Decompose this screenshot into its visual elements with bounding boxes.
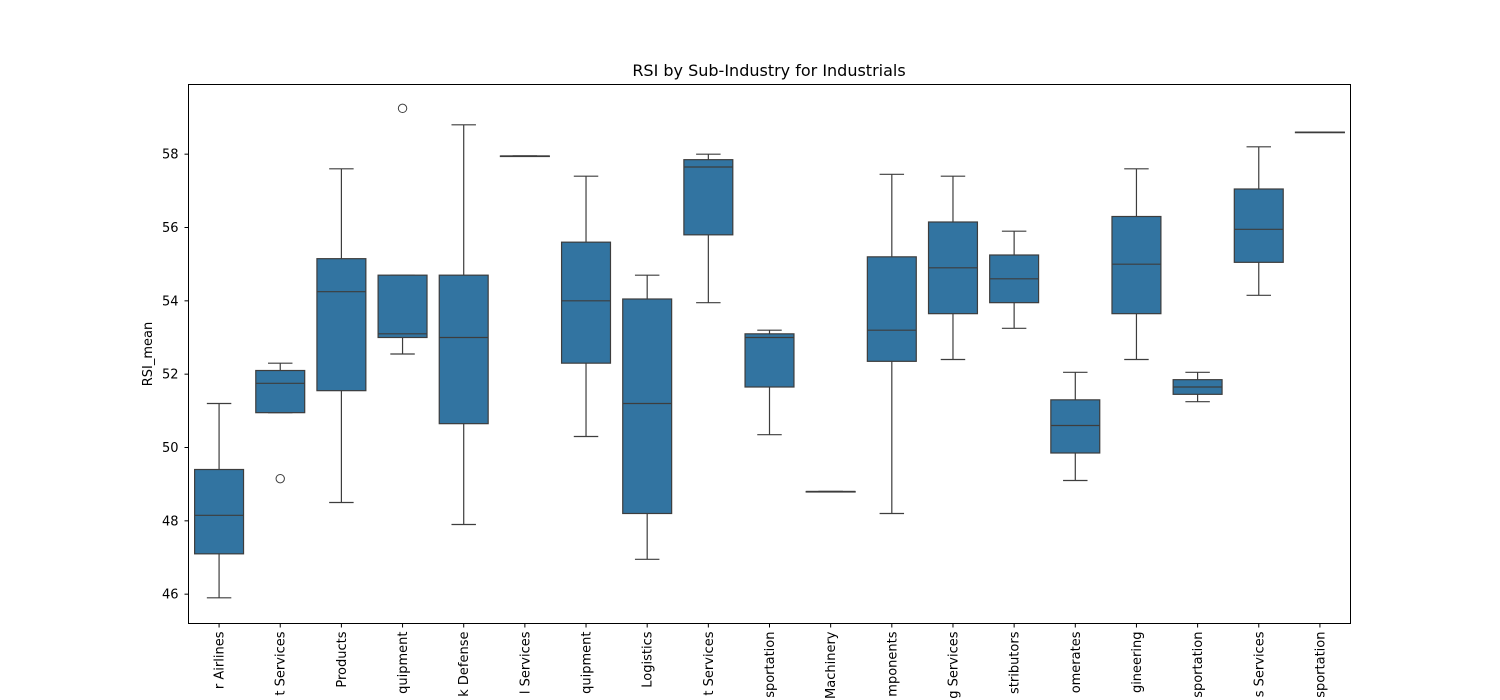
x-tick-label: Products (335, 631, 350, 687)
outlier-point (397, 103, 408, 114)
box-12 (866, 173, 917, 515)
box-13 (927, 175, 979, 361)
x-tick-label: r Airlines (213, 631, 228, 689)
box-17 (1172, 371, 1223, 403)
iqr-box (316, 258, 367, 392)
iqr-box (438, 274, 489, 425)
y-tick-label: 50 (162, 441, 179, 456)
x-tick-label: g Services (946, 631, 961, 698)
y-tick-label: 48 (162, 514, 179, 529)
box-19 (1294, 131, 1345, 134)
iqr-box (622, 298, 673, 515)
iqr-box (744, 333, 795, 388)
box-16 (1111, 168, 1162, 361)
y-tick-label: 56 (162, 221, 179, 236)
iqr-box (683, 159, 734, 236)
iqr-box (194, 468, 245, 555)
x-tick-label: quipment (396, 632, 411, 694)
x-tick-label: quipment (580, 632, 595, 694)
iqr-box (1233, 188, 1284, 263)
x-tick-label: sportation (763, 632, 778, 698)
box-7 (560, 175, 612, 438)
box-1 (194, 402, 245, 599)
iqr-box (1050, 399, 1101, 454)
box-10 (744, 329, 795, 436)
box-8 (622, 274, 673, 560)
y-tick-label: 58 (162, 148, 179, 163)
x-tick-label: Machinery (824, 631, 839, 699)
iqr-box (255, 369, 306, 414)
box-15 (1050, 371, 1101, 482)
x-axis: r Airlines t Services Products quipment k De… (213, 623, 1328, 699)
box-6 (499, 155, 550, 158)
x-tick-label: k Defense (457, 632, 472, 697)
y-tick-label: 46 (162, 588, 179, 603)
y-tick-label: 54 (162, 294, 179, 309)
x-tick-label: t Services (274, 631, 289, 695)
x-tick-label: Logistics (641, 631, 656, 687)
chart-title: RSI by Sub-Industry for Industrials (632, 61, 905, 80)
x-tick-label: gineering (1130, 632, 1145, 694)
x-tick-label: sportation (1191, 632, 1206, 698)
iqr-box (377, 274, 428, 339)
x-tick-label: sportation (1313, 632, 1328, 698)
iqr-box (866, 256, 917, 362)
boxes-group (194, 103, 1345, 599)
x-tick-label: omerates (1069, 631, 1084, 693)
x-tick-label: mponents (885, 631, 900, 696)
y-tick-label: 52 (162, 368, 179, 383)
box-2 (255, 362, 306, 484)
box-14 (989, 230, 1040, 329)
box-3 (316, 168, 367, 504)
iqr-box (560, 241, 612, 364)
box-18 (1233, 146, 1284, 296)
x-tick-label: t Services (702, 631, 717, 695)
box-4 (377, 103, 428, 355)
x-tick-label: l Services (518, 631, 533, 694)
x-tick-label: s Services (1252, 631, 1267, 697)
y-axis-label: RSI_mean (141, 322, 156, 387)
outlier-point (275, 473, 285, 484)
y-axis: 46 48 50 52 54 56 58 (162, 148, 189, 603)
plot-area-frame (188, 84, 1351, 624)
iqr-box (1111, 215, 1162, 315)
box-9 (683, 153, 734, 304)
box-5 (438, 124, 489, 526)
x-tick-label: stributors (1008, 631, 1023, 694)
box-11 (805, 490, 856, 493)
